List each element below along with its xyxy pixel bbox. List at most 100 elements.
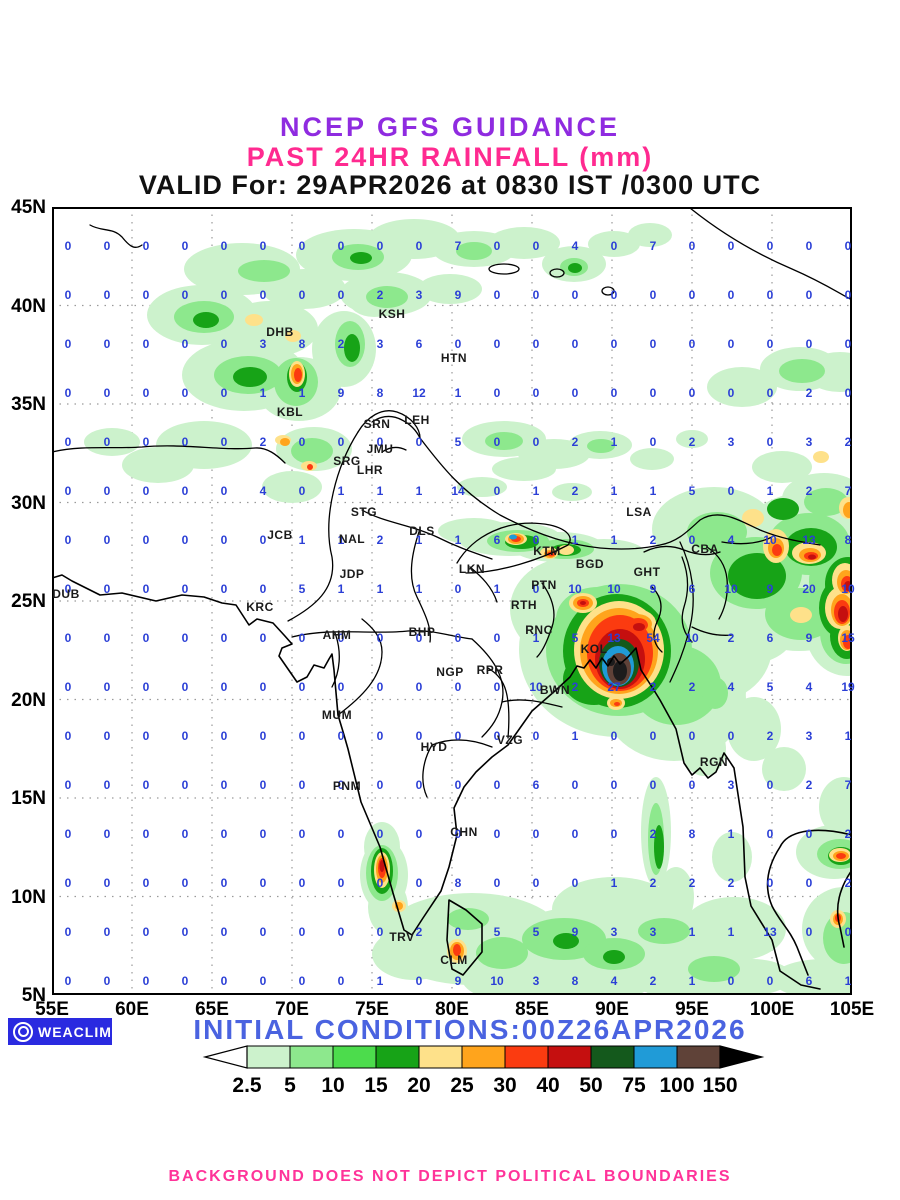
lon-label-75E: 75E	[355, 999, 389, 1020]
grid-value: 6	[532, 778, 540, 792]
grid-value: 0	[376, 435, 384, 449]
colorbar-label: 30	[493, 1074, 516, 1097]
grid-value: 0	[415, 729, 423, 743]
station-label-ptn: PTN	[531, 578, 557, 592]
grid-value: 0	[142, 435, 150, 449]
grid-value: 0	[64, 680, 72, 694]
grid-value: 6	[805, 974, 813, 988]
grid-value: 0	[415, 631, 423, 645]
grid-value: 0	[376, 827, 384, 841]
lon-label-60E: 60E	[115, 999, 149, 1020]
grid-value: 7	[844, 484, 852, 498]
grid-value: 1	[415, 484, 423, 498]
grid-value: 0	[181, 288, 189, 302]
station-label-mum: MUM	[321, 708, 353, 722]
grid-value: 0	[298, 925, 306, 939]
grid-value: 0	[103, 778, 111, 792]
grid-value: 2	[376, 533, 384, 547]
grid-value: 0	[649, 778, 657, 792]
lon-label-105E: 105E	[829, 999, 875, 1020]
grid-value: 0	[415, 778, 423, 792]
grid-value: 7	[649, 239, 657, 253]
boundaries	[54, 209, 850, 798]
grid-value: 0	[532, 582, 540, 596]
grid-value: 0	[259, 729, 267, 743]
grid-value: 9	[649, 582, 657, 596]
grid-value: 0	[142, 239, 150, 253]
grid-value: 12	[412, 386, 426, 400]
grid-value: 0	[142, 484, 150, 498]
station-label-srg: SRG	[333, 454, 361, 468]
grid-value: 19	[841, 680, 855, 694]
station-label-pnm: PNM	[332, 779, 362, 793]
grid-value: 0	[103, 631, 111, 645]
grid-value: 9	[766, 582, 774, 596]
grid-value: 6	[688, 582, 696, 596]
grid-value: 5	[688, 484, 696, 498]
grid-value: 0	[103, 729, 111, 743]
grid-value: 0	[64, 925, 72, 939]
station-label-kbl: KBL	[276, 405, 304, 419]
grid-value: 0	[766, 876, 774, 890]
grid-value: 20	[802, 582, 816, 596]
grid-value: 0	[103, 484, 111, 498]
grid-value: 0	[571, 288, 579, 302]
grid-value: 0	[532, 239, 540, 253]
grid-value: 0	[766, 778, 774, 792]
grid-value: 0	[181, 680, 189, 694]
grid-value: 13	[607, 631, 621, 645]
coastlines	[54, 574, 850, 990]
disclaimer-text: BACKGROUND DOES NOT DEPICT POLITICAL BOU…	[168, 1168, 732, 1185]
grid-value: 0	[181, 533, 189, 547]
grid-value: 0	[298, 974, 306, 988]
station-label-bhp: BHP	[408, 625, 436, 639]
grid-value: 0	[766, 239, 774, 253]
grid-value: 0	[649, 729, 657, 743]
colorbar-cell	[418, 1045, 463, 1069]
grid-value: 0	[220, 337, 228, 351]
station-label-bgd: BGD	[575, 557, 605, 571]
grid-value: 8	[454, 876, 462, 890]
grid-value: 2	[571, 435, 579, 449]
grid-value: 10	[841, 582, 855, 596]
grid-value: 0	[532, 533, 540, 547]
grid-value: 0	[181, 239, 189, 253]
grid-value: 0	[142, 533, 150, 547]
grid-value: 0	[688, 239, 696, 253]
grid-value: 0	[142, 876, 150, 890]
grid-value: 0	[493, 729, 501, 743]
colorbar-cell	[633, 1045, 678, 1069]
grid-value: 0	[142, 778, 150, 792]
grid-value: 0	[64, 631, 72, 645]
station-label-hyd: HYD	[420, 740, 448, 754]
grid-value: 1	[532, 631, 540, 645]
grid-value: 0	[259, 925, 267, 939]
station-label-dhb: DHB	[266, 325, 294, 339]
grid-value: 0	[103, 974, 111, 988]
colorbar-cell	[590, 1045, 635, 1069]
lon-label-65E: 65E	[195, 999, 229, 1020]
grid-value: 14	[451, 484, 465, 498]
grid-value: 5	[571, 631, 579, 645]
grid-value: 0	[103, 435, 111, 449]
grid-value: 10	[685, 631, 699, 645]
grid-value: 0	[727, 386, 735, 400]
grid-value: 0	[64, 288, 72, 302]
grid-value: 0	[532, 827, 540, 841]
grid-value: 0	[688, 533, 696, 547]
grid-value: 1	[571, 729, 579, 743]
grid-value: 0	[298, 484, 306, 498]
grid-value: 1	[844, 974, 852, 988]
grid-value: 0	[532, 288, 540, 302]
grid-value: 0	[181, 484, 189, 498]
grid-value: 10	[568, 582, 582, 596]
grid-value: 1	[376, 974, 384, 988]
grid-value: 0	[337, 974, 345, 988]
grid-value: 1	[415, 582, 423, 596]
grid-value: 0	[493, 484, 501, 498]
colorbar-cell	[375, 1045, 420, 1069]
station-label-rpr: RPR	[476, 663, 504, 677]
grid-value: 0	[532, 435, 540, 449]
grid-value: 0	[610, 778, 618, 792]
